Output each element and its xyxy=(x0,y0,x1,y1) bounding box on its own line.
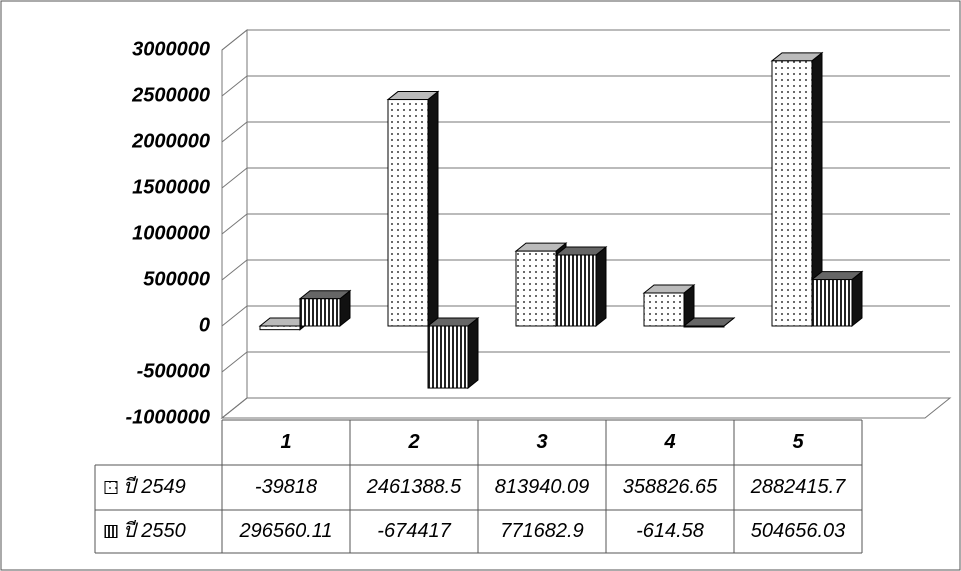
grid-line xyxy=(221,259,950,281)
bar-face xyxy=(555,254,597,327)
bar-face xyxy=(595,245,607,328)
table-cell: -39818 xyxy=(255,476,317,498)
y-tick-label: 3000000 xyxy=(132,38,210,60)
bar-face xyxy=(515,250,557,327)
grid-line xyxy=(221,167,950,189)
bar xyxy=(770,51,824,328)
table-cell: 504656.03 xyxy=(751,520,846,542)
y-tick-label: 0 xyxy=(199,314,210,336)
bar-face xyxy=(299,298,341,327)
legend-swatch xyxy=(104,481,118,494)
y-tick-label: 2500000 xyxy=(131,84,210,106)
y-tick-label: -500000 xyxy=(137,360,210,382)
legend-label: ปี 2550 xyxy=(123,520,186,542)
bar-face xyxy=(259,325,301,331)
bar-face xyxy=(683,325,725,328)
bar-face xyxy=(467,316,479,390)
table-cell: 358826.65 xyxy=(623,476,718,498)
floor xyxy=(220,397,952,419)
bar xyxy=(426,316,480,390)
table-cell: -614.58 xyxy=(636,520,704,542)
table-cell: 2882415.7 xyxy=(750,476,846,498)
x-tick-label: 3 xyxy=(536,431,547,453)
bar xyxy=(554,245,608,328)
table-cell: 2461388.5 xyxy=(366,476,462,498)
grid-line xyxy=(221,397,950,419)
bar-face xyxy=(851,270,863,328)
y-tick-label: 2000000 xyxy=(131,130,210,152)
bar xyxy=(810,270,864,328)
grid-line xyxy=(221,305,950,327)
y-tick-label: 1000000 xyxy=(132,222,210,244)
x-tick-label: 4 xyxy=(663,431,675,453)
bar-face xyxy=(771,60,813,327)
bar xyxy=(642,283,696,328)
x-tick-label: 1 xyxy=(280,431,291,453)
bar xyxy=(682,316,736,328)
grid-line xyxy=(221,351,950,373)
bar xyxy=(386,90,440,328)
bar-face xyxy=(643,292,685,327)
table-cell: 771682.9 xyxy=(500,520,583,542)
bar-face xyxy=(427,90,439,328)
bar xyxy=(298,289,352,328)
grid-line xyxy=(221,121,950,143)
y-tick-label: -1000000 xyxy=(125,406,210,428)
grid-line xyxy=(221,213,950,235)
grid-line xyxy=(221,75,950,97)
y-tick-label: 1500000 xyxy=(132,176,210,198)
legend-swatch xyxy=(104,525,118,538)
x-tick-label: 5 xyxy=(792,431,804,453)
table-cell: 813940.09 xyxy=(495,476,590,498)
table-cell: 296560.11 xyxy=(238,520,332,542)
y-tick-label: 500000 xyxy=(143,268,210,290)
bar-face xyxy=(811,279,853,327)
bar-face xyxy=(427,325,469,389)
grid-line xyxy=(221,29,950,51)
x-tick-label: 2 xyxy=(407,431,419,453)
bar-face xyxy=(387,99,429,327)
table-cell: -674417 xyxy=(377,520,451,542)
legend-label: ปี 2549 xyxy=(123,476,186,498)
